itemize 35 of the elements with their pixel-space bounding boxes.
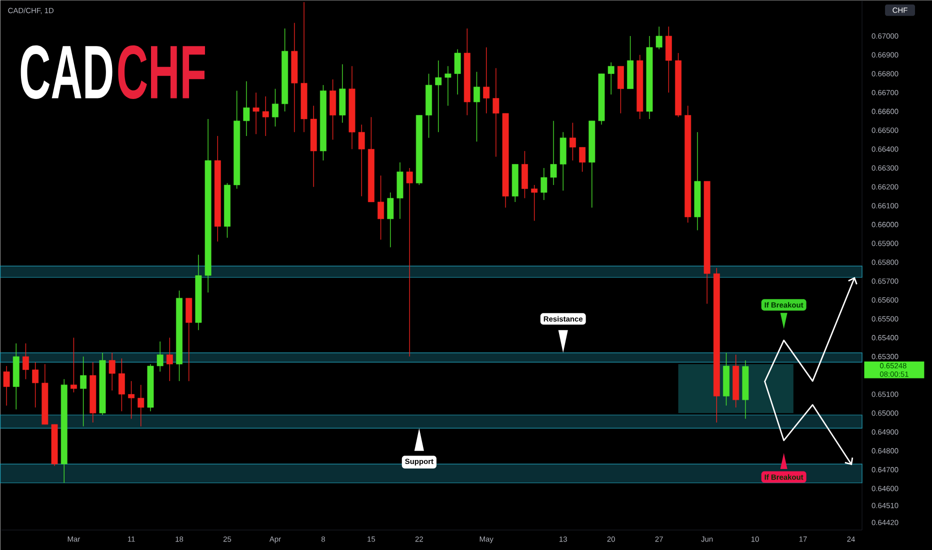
candlestick (378, 175, 384, 240)
candlestick (272, 88, 278, 127)
candlestick (474, 71, 480, 142)
candlestick (608, 62, 614, 95)
candlestick (483, 46, 490, 114)
candlestick (531, 184, 538, 222)
candlestick (166, 337, 173, 382)
candlestick (550, 120, 557, 186)
candlestick (540, 168, 548, 200)
candlestick (22, 343, 29, 380)
candlestick (32, 362, 39, 408)
candlestick (70, 337, 77, 393)
candlestick (569, 122, 576, 161)
candlestick (579, 146, 586, 172)
candlestick (406, 168, 413, 357)
candlestick (156, 341, 164, 372)
candlestick (108, 352, 116, 391)
candlestick (444, 66, 452, 106)
candlestick (243, 80, 250, 136)
candlestick (80, 356, 87, 427)
candlestick (3, 366, 10, 406)
candlestick (118, 358, 125, 412)
candlestick (387, 192, 394, 248)
candlestick (492, 68, 500, 158)
candlestick (617, 66, 624, 114)
candlestick (128, 380, 135, 420)
candlestick (454, 48, 461, 95)
candlestick (435, 60, 442, 133)
annotation: CHF (118, 45, 205, 99)
candlestick (252, 92, 260, 134)
candlestick (358, 124, 365, 197)
annotation: CAD (20, 45, 112, 99)
candlestick (656, 26, 662, 50)
candlestick (262, 96, 269, 136)
candlestick (138, 384, 144, 427)
